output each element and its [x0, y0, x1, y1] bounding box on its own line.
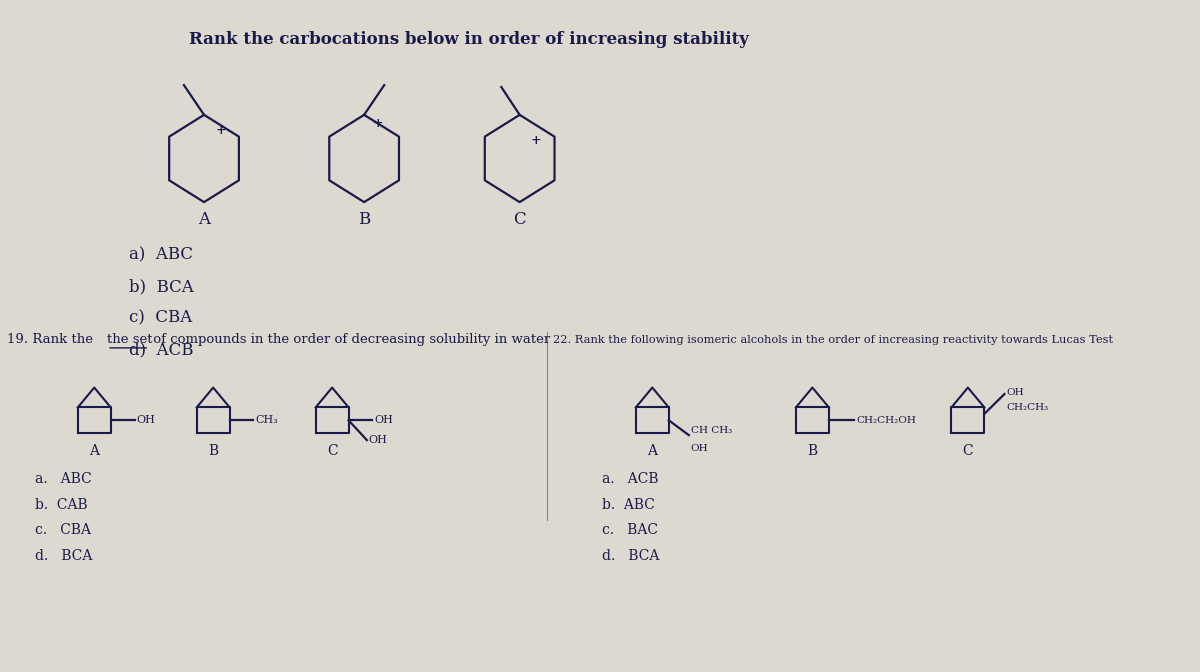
Text: OH: OH — [1007, 388, 1024, 396]
Text: A: A — [89, 444, 100, 458]
Text: c.   BAC: c. BAC — [602, 523, 658, 538]
Text: C: C — [326, 444, 337, 458]
Text: c.   CBA: c. CBA — [35, 523, 91, 538]
Text: CH₃: CH₃ — [256, 415, 278, 425]
Text: CH₂CH₂OH: CH₂CH₂OH — [857, 416, 916, 425]
Text: the set: the set — [107, 333, 152, 347]
Text: C: C — [962, 444, 973, 458]
Text: b.  ABC: b. ABC — [602, 497, 655, 511]
Text: a.   ABC: a. ABC — [35, 472, 91, 486]
Text: OH: OH — [374, 415, 394, 425]
Text: B: B — [808, 444, 817, 458]
Text: d)  ACB: d) ACB — [130, 341, 193, 358]
Text: b.  CAB: b. CAB — [35, 497, 88, 511]
Text: Rank the carbocations below in order of increasing stability: Rank the carbocations below in order of … — [190, 31, 749, 48]
Text: A: A — [198, 212, 210, 228]
Text: CH₂CH₃: CH₂CH₃ — [1007, 403, 1049, 413]
Text: +: + — [215, 124, 226, 137]
Text: A: A — [647, 444, 658, 458]
Text: 19. Rank the: 19. Rank the — [7, 333, 97, 347]
Text: of compounds in the order of decreasing solubility in water: of compounds in the order of decreasing … — [149, 333, 551, 347]
Text: c)  CBA: c) CBA — [130, 310, 192, 327]
Text: OH: OH — [368, 435, 388, 445]
Text: 22. Rank the following isomeric alcohols in the order of increasing reactivity t: 22. Rank the following isomeric alcohols… — [553, 335, 1114, 345]
Text: B: B — [358, 212, 371, 228]
Text: b)  BCA: b) BCA — [130, 278, 193, 295]
Text: B: B — [208, 444, 218, 458]
Text: a)  ABC: a) ABC — [130, 246, 193, 263]
Text: d.   BCA: d. BCA — [35, 549, 92, 563]
Text: C: C — [514, 212, 526, 228]
Text: OH: OH — [137, 415, 155, 425]
Text: +: + — [372, 118, 383, 130]
Text: +: + — [530, 134, 541, 147]
Text: a.   ACB: a. ACB — [602, 472, 659, 486]
Text: OH: OH — [691, 444, 708, 452]
Text: CH CH₃: CH CH₃ — [691, 426, 732, 435]
Text: d.   BCA: d. BCA — [602, 549, 659, 563]
